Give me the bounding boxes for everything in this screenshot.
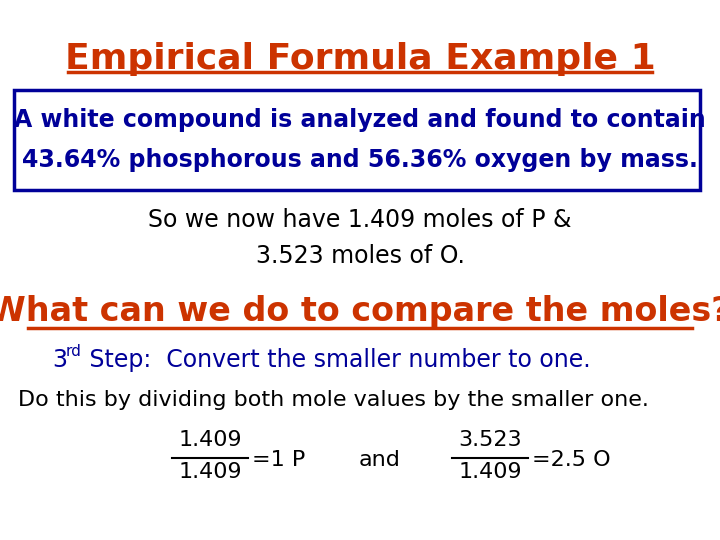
Text: So we now have 1.409 moles of P &: So we now have 1.409 moles of P & [148, 208, 572, 232]
Text: What can we do to compare the moles?: What can we do to compare the moles? [0, 295, 720, 328]
Text: Empirical Formula Example 1: Empirical Formula Example 1 [65, 42, 655, 76]
Text: 43.64% phosphorous and 56.36% oxygen by mass.: 43.64% phosphorous and 56.36% oxygen by … [22, 148, 698, 172]
Bar [14, 90, 700, 190]
Text: 3: 3 [52, 348, 67, 372]
Text: =1 P: =1 P [252, 450, 305, 470]
Text: 3.523 moles of O.: 3.523 moles of O. [256, 244, 464, 268]
Text: =2.5 O: =2.5 O [532, 450, 611, 470]
Text: 3.523: 3.523 [458, 430, 522, 450]
Text: A white compound is analyzed and found to contain: A white compound is analyzed and found t… [14, 108, 706, 132]
Text: 1.409: 1.409 [178, 430, 242, 450]
Text: rd: rd [66, 344, 82, 359]
Text: Step:  Convert the smaller number to one.: Step: Convert the smaller number to one. [82, 348, 590, 372]
Text: and: and [359, 450, 401, 470]
Text: 1.409: 1.409 [458, 462, 522, 482]
Text: Do this by dividing both mole values by the smaller one.: Do this by dividing both mole values by … [18, 390, 649, 410]
Text: 1.409: 1.409 [178, 462, 242, 482]
